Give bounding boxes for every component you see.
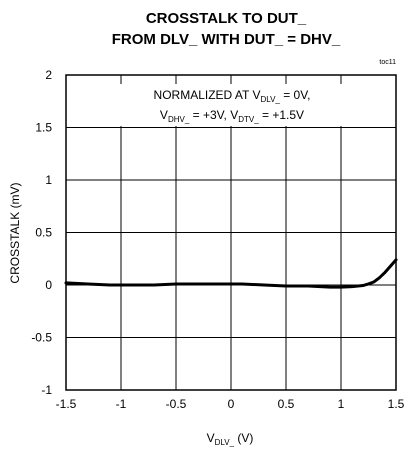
x-tick-label: -1.5 xyxy=(56,397,77,411)
figure-id: toc11 xyxy=(379,59,396,66)
annotation-line-2-b-suffix: = +1.5V xyxy=(259,108,304,122)
annotation-line-2-b-sub: DTV_ xyxy=(238,115,259,124)
y-axis-ticks: -1 -0.5 0 0.5 1 1.5 2 xyxy=(31,68,52,397)
annotation-line-2: VDHV_ = +3V, VDTV_ = +1.5V xyxy=(160,108,304,124)
x-axis-label: VDLV_ (V) xyxy=(207,431,254,447)
annotation-line-1: NORMALIZED AT VDLV_ = 0V, xyxy=(154,88,311,104)
x-tick-label: 1 xyxy=(338,397,345,411)
annotation-line-2-a-main: V xyxy=(160,108,168,122)
annotation-line-2-a-suffix: = +3V, xyxy=(189,108,230,122)
x-axis-ticks: -1.5 -1 -0.5 0 0.5 1 1.5 xyxy=(56,397,404,411)
annotation-line-2-a-sub: DHV_ xyxy=(168,115,190,124)
chart-title-line-2: FROM DLV_ WITH DUT_ = DHV_ xyxy=(112,31,341,48)
annotation-line-2-b-main: V xyxy=(230,108,238,122)
y-tick-label: 1 xyxy=(45,173,52,187)
y-tick-label: 0 xyxy=(45,278,52,292)
x-tick-label: 0 xyxy=(228,397,235,411)
x-tick-label: 0.5 xyxy=(278,397,295,411)
y-tick-label: -0.5 xyxy=(31,331,52,345)
y-tick-label: 2 xyxy=(45,68,52,82)
series-line-crosstalk xyxy=(64,258,398,289)
x-axis-label-sub: DLV_ xyxy=(215,438,235,447)
x-tick-label: -1 xyxy=(116,397,127,411)
chart-title-line-1: CROSSTALK TO DUT_ xyxy=(146,10,307,27)
x-tick-label: 1.5 xyxy=(388,397,404,411)
y-tick-label: 1.5 xyxy=(35,121,52,135)
annotation-line-1-suffix: = 0V, xyxy=(280,88,311,102)
x-tick-label: -0.5 xyxy=(166,397,187,411)
x-axis-label-tail: (V) xyxy=(234,431,253,445)
annotation-background xyxy=(117,84,347,126)
plot-frame xyxy=(65,74,397,391)
y-tick-label: -1 xyxy=(41,383,52,397)
y-axis-label: CROSSTALK (mV) xyxy=(8,182,22,283)
annotation-line-1-prefix: NORMALIZED AT V xyxy=(154,88,261,102)
y-tick-label: 0.5 xyxy=(35,226,52,240)
annotation-line-1-sub: DLV_ xyxy=(260,95,280,104)
x-axis-label-main: V xyxy=(207,431,215,445)
